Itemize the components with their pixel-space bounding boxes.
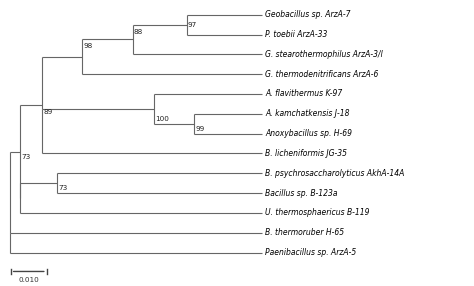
Text: 100: 100 [155,116,169,122]
Text: 73: 73 [58,185,67,191]
Text: A. flavithermus K-97: A. flavithermus K-97 [265,90,342,98]
Text: A. kamchatkensis J-18: A. kamchatkensis J-18 [265,109,350,118]
Text: 73: 73 [21,154,30,160]
Text: 88: 88 [134,29,143,35]
Text: G. thermodenitrificans ArzA-6: G. thermodenitrificans ArzA-6 [265,70,378,79]
Text: 99: 99 [195,126,204,132]
Text: 98: 98 [83,43,93,49]
Text: 0.010: 0.010 [18,277,39,283]
Text: 89: 89 [44,109,53,115]
Text: B. licheniformis JG-35: B. licheniformis JG-35 [265,149,347,158]
Text: B. psychrosaccharolyticus AkhA-14A: B. psychrosaccharolyticus AkhA-14A [265,169,404,178]
Text: Bacillus sp. B-123a: Bacillus sp. B-123a [265,189,337,198]
Text: Anoxybacillus sp. H-69: Anoxybacillus sp. H-69 [265,129,352,138]
Text: B. thermoruber H-65: B. thermoruber H-65 [265,228,344,237]
Text: Paenibacillus sp. ArzA-5: Paenibacillus sp. ArzA-5 [265,248,356,257]
Text: Geobacillus sp. ArzA-7: Geobacillus sp. ArzA-7 [265,10,351,19]
Text: U. thermosphaericus B-119: U. thermosphaericus B-119 [265,208,370,217]
Text: 97: 97 [188,22,197,28]
Text: G. stearothermophilus ArzA-3/l: G. stearothermophilus ArzA-3/l [265,50,383,59]
Text: P. toebii ArzA-33: P. toebii ArzA-33 [265,30,328,39]
